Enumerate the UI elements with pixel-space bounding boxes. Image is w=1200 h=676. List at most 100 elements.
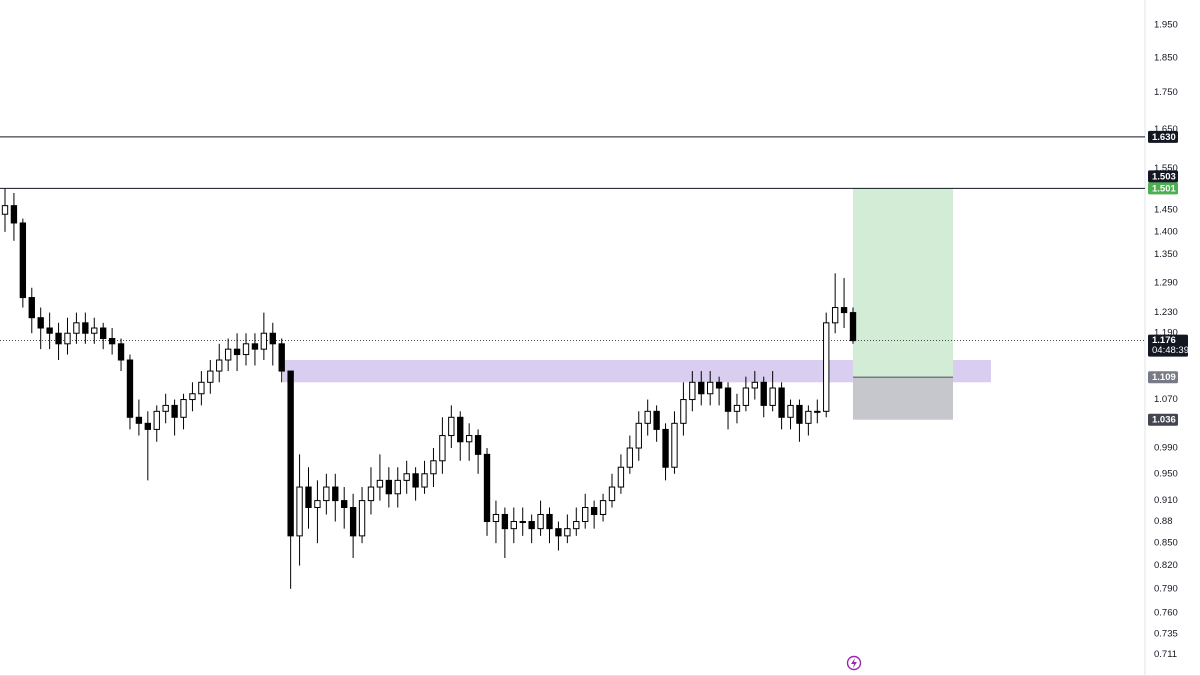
price-tag — [1148, 130, 1178, 143]
y-tick-label: 0.950 — [1154, 468, 1178, 479]
candle-body — [698, 381, 705, 395]
replay-icon[interactable] — [846, 655, 862, 671]
candle-body — [91, 327, 98, 334]
candle-body — [19, 222, 27, 299]
y-tick-label: 0.990 — [1154, 443, 1178, 454]
candle-body — [412, 473, 419, 488]
y-tick-label: 0.88 — [1154, 516, 1173, 527]
y-tick-label: 1.650 — [1154, 124, 1178, 135]
candle-body — [117, 343, 125, 361]
candle-body — [707, 381, 714, 395]
candle-body — [126, 359, 134, 418]
y-tick-label: 0.711 — [1154, 649, 1177, 660]
candle-body — [171, 404, 178, 418]
candle-body — [680, 399, 687, 424]
target-area — [853, 188, 953, 378]
candle-body — [751, 381, 758, 389]
candle-body — [849, 312, 857, 342]
candle-body — [805, 410, 812, 424]
candle-body — [626, 447, 634, 468]
candle-body — [635, 422, 642, 449]
candle-body — [644, 410, 651, 424]
y-tick-label: 1.850 — [1154, 52, 1178, 63]
candle-body — [778, 387, 785, 418]
candle-body — [242, 343, 250, 356]
candle-body — [439, 435, 446, 462]
candle-body — [189, 393, 196, 401]
candle-body — [787, 404, 794, 418]
candle-body — [492, 513, 500, 523]
y-tick-label: 1.070 — [1154, 394, 1178, 405]
y-tick-label: 1.350 — [1154, 249, 1178, 260]
candle-body — [100, 327, 107, 339]
candle-body — [608, 486, 616, 502]
candle-body — [10, 205, 18, 224]
candle-body — [528, 521, 535, 530]
candle-body — [216, 359, 223, 372]
candle-body — [501, 513, 509, 530]
candle-body — [599, 500, 607, 515]
y-tick-label: 1.950 — [1154, 20, 1178, 31]
y-tick-label: 0.790 — [1154, 583, 1178, 594]
candle-body — [671, 422, 678, 468]
candle-body — [287, 370, 294, 537]
candle-body — [831, 307, 839, 324]
price-tag-label: 1.501 — [1152, 183, 1176, 194]
candle-body — [689, 381, 696, 401]
candle-body — [662, 428, 669, 468]
candle-body — [769, 387, 776, 406]
candle-body — [573, 521, 580, 530]
candle-body — [421, 473, 428, 488]
candle-body — [760, 381, 767, 406]
candle-body — [474, 435, 482, 455]
candle-body — [55, 332, 62, 345]
candle-body — [582, 507, 589, 523]
price-tag — [1148, 371, 1178, 384]
candle-body — [162, 404, 169, 412]
y-tick-label: 1.230 — [1154, 307, 1178, 318]
candle-body — [653, 410, 660, 430]
candle-body — [224, 348, 232, 361]
candle-body — [358, 500, 366, 537]
candle-body — [403, 473, 410, 481]
y-tick-label: 1.290 — [1154, 277, 1178, 288]
candle-body — [1, 205, 9, 215]
price-tag-label: 1.630 — [1152, 132, 1176, 143]
candle-body — [546, 513, 553, 530]
candle-body — [207, 370, 214, 383]
candle-body — [108, 337, 116, 345]
y-tick-label: 0.735 — [1154, 628, 1178, 639]
price-tag — [1148, 413, 1178, 426]
candle-body — [180, 399, 187, 418]
candle-body — [260, 332, 268, 350]
candle-body — [64, 332, 71, 345]
candle-body — [724, 387, 732, 412]
price-tag — [1148, 170, 1178, 183]
candle-body — [251, 343, 259, 350]
candle-body — [46, 327, 53, 334]
candle-body — [617, 466, 625, 488]
candle-body — [519, 521, 526, 524]
candle-body — [37, 317, 44, 329]
candle-body — [483, 453, 491, 523]
candle-body — [385, 479, 393, 495]
candle-body — [376, 479, 384, 488]
y-tick-label: 1.550 — [1154, 163, 1178, 174]
candle-body — [367, 486, 375, 502]
candle-body — [73, 322, 80, 334]
candle-body — [349, 507, 357, 537]
candle-body — [153, 410, 160, 430]
price-tag-label: 1.503 — [1152, 171, 1176, 182]
candle-body — [430, 460, 437, 475]
candle-body — [457, 416, 464, 443]
y-tick-label: 0.760 — [1154, 608, 1178, 619]
y-tick-label: 1.750 — [1154, 87, 1178, 98]
price-tag-label: 1.036 — [1152, 415, 1176, 426]
candle-body — [590, 507, 598, 515]
candle-body — [715, 381, 723, 389]
candle-body — [394, 479, 401, 495]
candle-body — [332, 486, 339, 502]
candle-body — [510, 521, 517, 530]
